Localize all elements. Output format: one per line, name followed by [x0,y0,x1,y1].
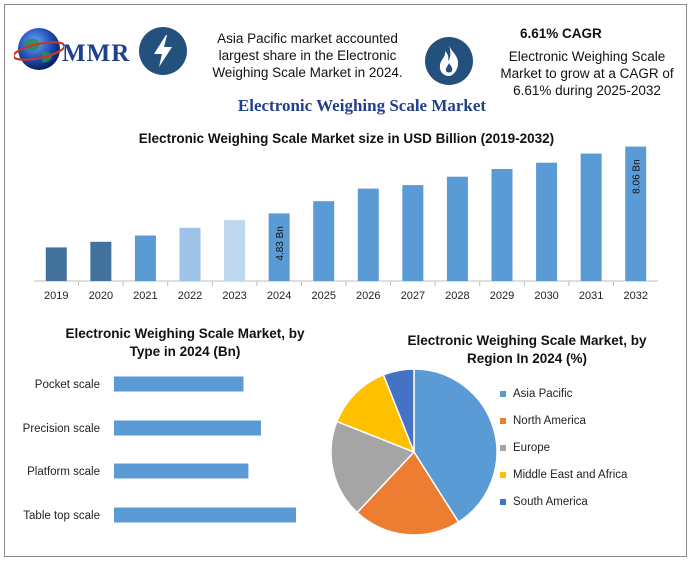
type-label-precision-scale: Precision scale [23,423,100,435]
legend-item-middle-east-and-africa: Middle East and Africa [500,469,627,481]
type-label-pocket-scale: Pocket scale [35,379,100,391]
legend-swatch [500,499,506,505]
x-tick-label-2026: 2026 [356,290,380,302]
legend-swatch [500,391,506,397]
insight-right-line-1: Electronic Weighing Scale [508,49,666,64]
region-chart-title-line-2: Region In 2024 (%) [466,351,588,366]
x-tick-label-2028: 2028 [445,290,469,302]
bar-2030 [536,162,558,281]
bar-2025 [313,201,335,281]
bar-2021 [134,235,156,281]
bar-2022 [179,227,201,281]
legend-swatch [500,472,506,478]
x-tick-label-2032: 2032 [623,290,647,302]
type-chart-title-line-2: Type in 2024 (Bn) [129,344,241,359]
logo-text: MMR [62,40,131,67]
x-tick-label-2029: 2029 [490,290,514,302]
bar-2029 [491,169,513,281]
type-label-platform-scale: Platform scale [27,466,100,478]
bar-2028 [446,176,468,281]
legend-item-south-america: South America [500,496,588,508]
bar-chart-title: Electronic Weighing Scale Market size in… [138,131,555,146]
bar-2031 [580,153,602,281]
legend-item-north-america: North America [500,415,586,427]
legend-label: Middle East and Africa [513,469,628,481]
legend-label: Europe [513,442,551,454]
insight-right-line-2: Market to grow at a CAGR of [500,66,674,81]
type-label-table-top-scale: Table top scale [23,510,100,522]
bar-2027 [402,185,424,281]
type-bar-precision-scale [114,420,261,436]
insight-left-line-1: Asia Pacific market accounted [217,31,398,46]
bar-2026 [357,188,379,281]
x-tick-label-2020: 2020 [89,290,113,302]
legend-swatch [500,445,506,451]
region-legend: Asia Pacific North America Europe Middle Ea… [500,388,680,518]
legend-label: North America [513,415,586,427]
bar-2024 [268,213,290,281]
data-label-2024: 4.83 Bn [275,226,286,260]
x-tick-label-2024: 2024 [267,290,291,302]
x-tick-label-2019: 2019 [44,290,68,302]
bar-2032 [625,146,647,281]
legend-swatch [500,418,506,424]
lightning-bolt-icon [138,26,188,81]
cagr-title: 6.61% CAGR [520,26,602,41]
pie-slice-south-america [382,368,415,453]
insight-right: Electronic Weighing Scale Market to grow… [492,48,682,99]
x-tick-label-2021: 2021 [133,290,157,302]
insight-left: Asia Pacific market accounted largest sh… [200,30,415,81]
x-tick-label-2031: 2031 [579,290,603,302]
type-bar-platform-scale [114,463,249,479]
x-tick-label-2023: 2023 [222,290,246,302]
globe-icon [14,28,64,70]
x-tick-label-2030: 2030 [534,290,558,302]
bar-2020 [90,241,112,281]
pie-slice-middle-east-and-africa [335,373,416,454]
x-tick-label-2022: 2022 [178,290,202,302]
main-title: Electronic Weighing Scale Market [237,96,487,115]
legend-item-europe: Europe [500,442,550,454]
bar-2023 [224,220,246,281]
type-chart-title-line-1: Electronic Weighing Scale Market, by [65,326,305,341]
insight-right-line-3: 6.61% during 2025-2032 [513,83,661,98]
insight-left-line-2: largest share in the Electronic [218,48,397,63]
flame-icon [424,36,474,91]
type-bar-table-top-scale [114,507,296,523]
mmr-logo: MMR [14,22,134,78]
legend-item-asia-pacific: Asia Pacific [500,388,572,400]
legend-label: Asia Pacific [513,388,573,400]
insight-left-line-3: Weighing Scale Market in 2024. [212,65,403,80]
bar-2019 [45,247,67,281]
type-chart-title: Electronic Weighing Scale Market, by Typ… [40,325,330,361]
pie-slice-north-america [356,450,460,536]
type-bar-pocket-scale [114,376,244,392]
legend-label: South America [513,496,588,508]
region-chart-title-line-1: Electronic Weighing Scale Market, by [407,333,647,348]
data-label-2032: 8.06 Bn [632,159,643,193]
x-tick-label-2027: 2027 [401,290,425,302]
region-chart-title: Electronic Weighing Scale Market, by Reg… [392,332,662,368]
x-tick-label-2025: 2025 [311,290,335,302]
